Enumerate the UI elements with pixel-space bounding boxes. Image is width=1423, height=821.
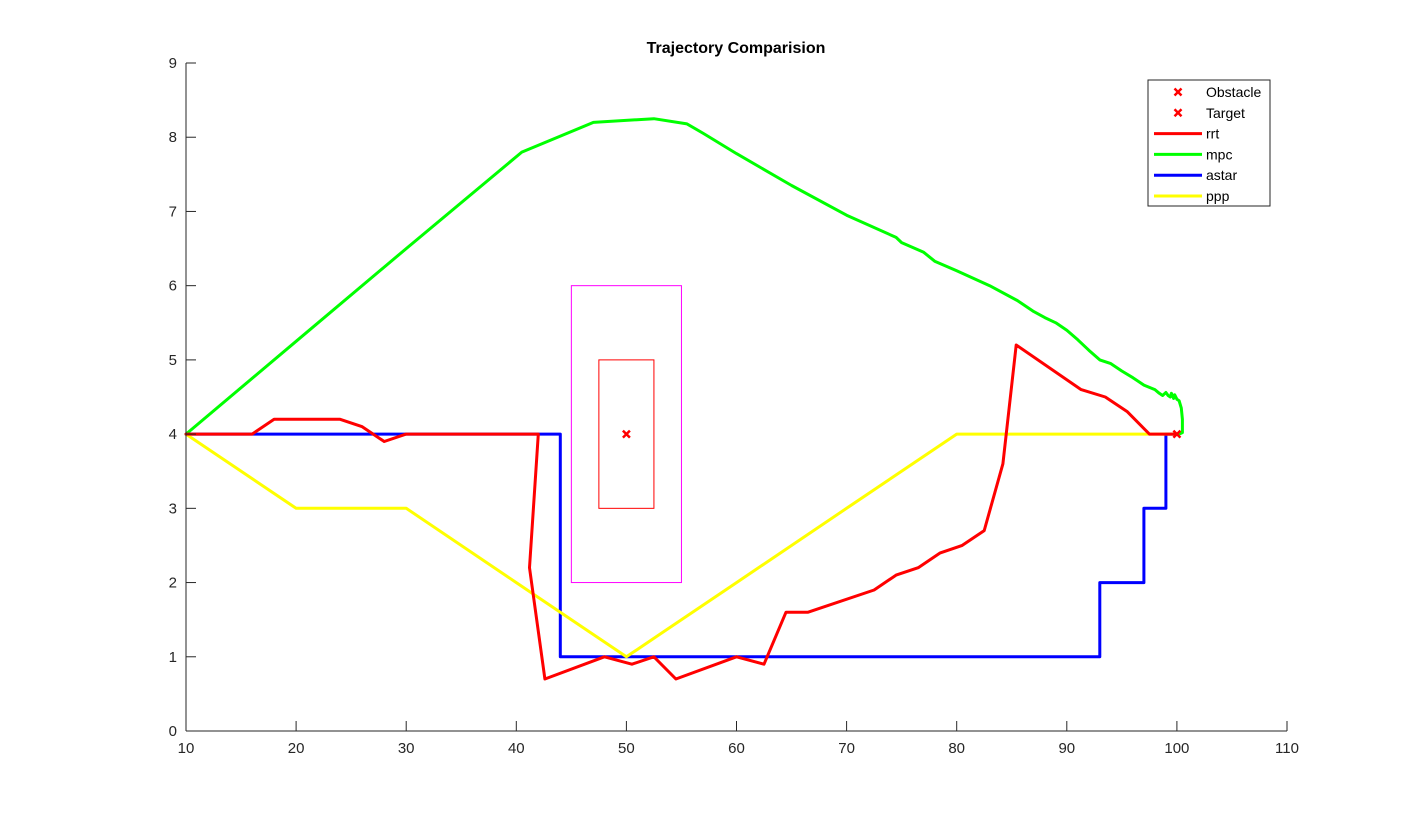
obstacle-region-1: [570, 285, 682, 584]
series-astar-line: [184, 432, 1179, 659]
obstacle-marker: [622, 429, 631, 439]
series-ppp-line: [184, 432, 1179, 659]
x-tick-label: 10: [178, 740, 195, 757]
series-mpc-line: [184, 117, 1184, 436]
x-tick-label: 80: [948, 740, 965, 757]
y-tick-label: 5: [169, 352, 177, 369]
x-tick-label: 40: [508, 740, 525, 757]
series-rrt-line: [184, 343, 1179, 681]
legend-box: [1147, 79, 1271, 207]
x-tick-label: 90: [1058, 740, 1075, 757]
y-tick-label: 4: [169, 426, 177, 443]
x-tick-label: 110: [1275, 740, 1299, 757]
x-tick-label: 60: [728, 740, 745, 757]
legend-item-obstacle: Obstacle: [1173, 84, 1261, 100]
legend-label: rrt: [1206, 126, 1219, 142]
x-tick-label: 50: [618, 740, 635, 757]
y-tick-label: 0: [169, 723, 177, 740]
x-tick-label: 20: [288, 740, 305, 757]
legend-item-target: Target: [1173, 105, 1245, 121]
legend-label: Obstacle: [1206, 84, 1261, 100]
chart-title: Trajectory Comparision: [647, 40, 826, 57]
y-tick-label: 1: [169, 649, 177, 666]
legend-label: ppp: [1206, 188, 1230, 204]
legend-item-ppp: ppp: [1154, 188, 1230, 204]
legend-marker-target: [1173, 108, 1183, 118]
y-tick-label: 3: [169, 500, 177, 517]
legend: Obstacle Target rrt mpc astar ppp: [1147, 79, 1271, 207]
x-tick-label: 100: [1164, 740, 1189, 757]
legend-label: Target: [1206, 105, 1245, 121]
y-tick-label: 2: [169, 575, 177, 592]
legend-item-astar: astar: [1154, 167, 1237, 183]
legend-label: astar: [1206, 167, 1237, 183]
legend-item-rrt: rrt: [1154, 126, 1219, 142]
y-tick-label: 6: [169, 278, 177, 295]
y-tick-label: 9: [169, 55, 177, 72]
target-marker: [1172, 429, 1182, 439]
legend-label: mpc: [1206, 146, 1232, 162]
x-tick-label: 30: [398, 740, 415, 757]
y-tick-label: 7: [169, 203, 177, 220]
legend-marker-obstacle: [1173, 87, 1183, 97]
x-tick-label: 70: [838, 740, 855, 757]
obstacle-region-2: [598, 359, 655, 509]
y-tick-label: 8: [169, 129, 177, 146]
legend-item-mpc: mpc: [1154, 146, 1232, 162]
